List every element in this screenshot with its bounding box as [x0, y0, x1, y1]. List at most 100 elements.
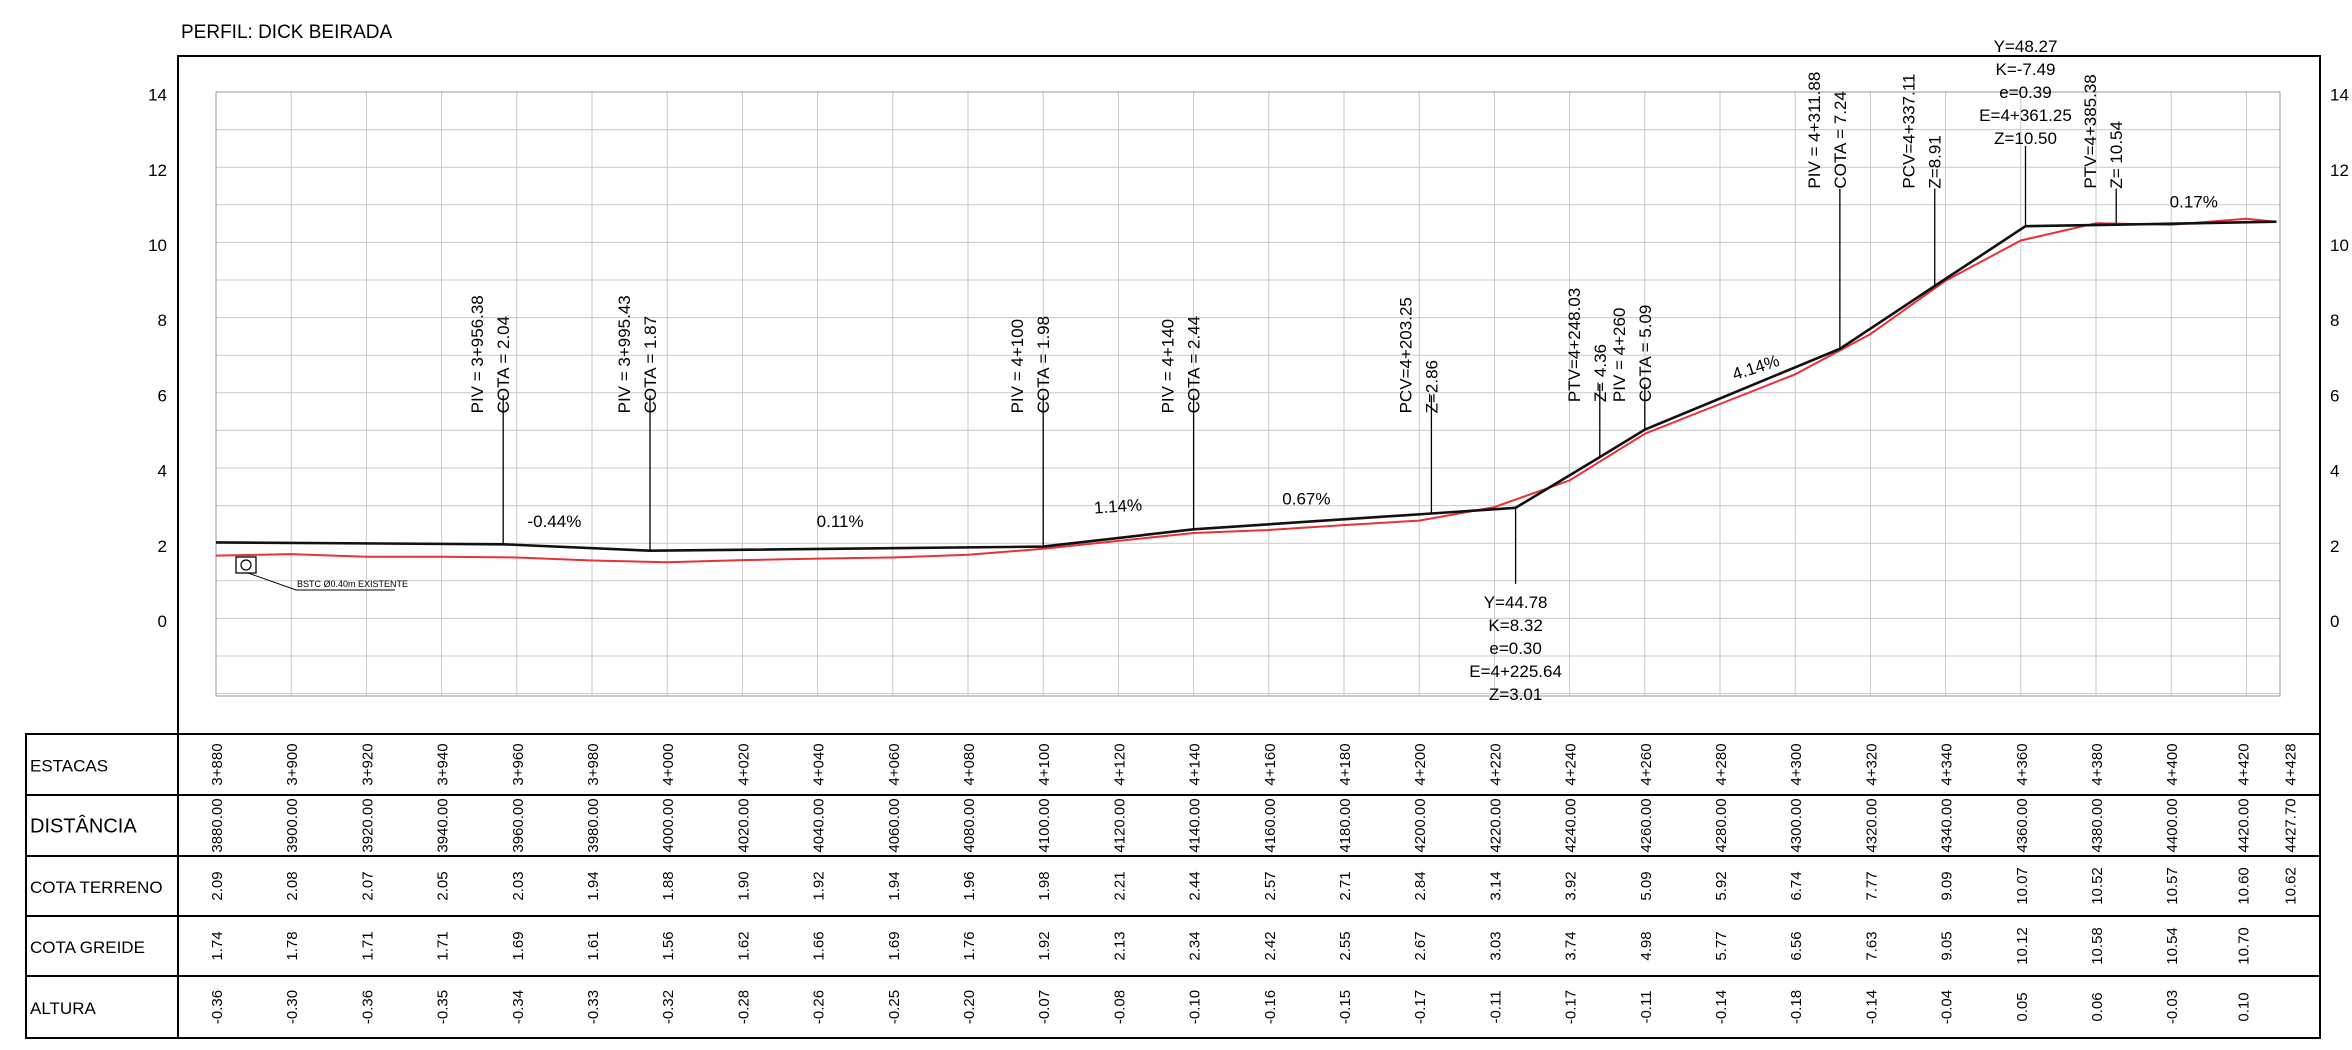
slope-label: 0.67%: [1282, 489, 1330, 508]
table-cell-greide: 1.56: [660, 931, 677, 960]
callout-text: COTA = 2.44: [1185, 316, 1204, 413]
table-cell-terreno: 2.44: [1187, 871, 1204, 900]
table-cell-greide: 10.70: [2235, 927, 2252, 965]
table-cell-greide: 1.74: [209, 931, 226, 960]
elevation-axes: 14 14 12 12 10 10 8 8 6 6 4 4 2 2 0 0: [148, 86, 2349, 631]
table-cell-terreno: 3.92: [1563, 871, 1580, 900]
table-cell-dist: 4400.00: [2164, 798, 2181, 852]
drawing-title: PERFIL: DICK BEIRADA: [181, 22, 392, 43]
table-cell-greide: 3.03: [1487, 931, 1504, 960]
table-cell-dist: 3920.00: [359, 798, 376, 852]
table-cell-dist: 4260.00: [1638, 798, 1655, 852]
table-cell-estaca: 3+880: [209, 743, 226, 785]
table-cell-estaca: 3+900: [284, 743, 301, 785]
table-cell-estaca: 4+020: [735, 743, 752, 785]
table-cell-greide: 2.55: [1337, 931, 1354, 960]
table-cell-estaca: 4+080: [961, 743, 978, 785]
y-tick-label-left: 8: [158, 311, 167, 330]
table-cell-terreno: 3.14: [1487, 871, 1504, 900]
table-cell-dist: 4320.00: [1863, 798, 1880, 852]
table-cell-estaca: 4+000: [660, 743, 677, 785]
table-cell-terreno: 2.09: [209, 871, 226, 900]
table-cell-greide: 4.98: [1638, 931, 1655, 960]
table-cell-greide: 2.13: [1111, 931, 1128, 960]
table-cell-terreno: 10.62: [2282, 867, 2299, 905]
table-cell-dist: 4380.00: [2089, 798, 2106, 852]
table-cell-estaca: 3+960: [510, 743, 527, 785]
table-cell-estaca: 4+260: [1638, 743, 1655, 785]
table-cell-altura: -0.17: [1412, 990, 1429, 1024]
table-cell-estaca: 4+280: [1713, 743, 1730, 785]
culvert-note: BSTC Ø0.40m EXISTENTE: [297, 579, 408, 589]
table-cell-altura: -0.32: [660, 990, 677, 1024]
table-cell-altura: -0.17: [1563, 990, 1580, 1024]
table-cell-greide: 3.74: [1563, 931, 1580, 960]
grade-line: [215, 220, 2277, 553]
callout-text: PIV = 4+140: [1159, 319, 1178, 414]
slope-label: -0.44%: [527, 512, 581, 531]
table-cell-estaca: 4+340: [1939, 743, 1956, 785]
existing-culvert: BSTC Ø0.40m EXISTENTE: [235, 556, 408, 591]
table-cell-altura: -0.11: [1638, 990, 1655, 1023]
y-tick-label-left: 2: [158, 537, 167, 556]
table-cell-estaca: 4+400: [2164, 743, 2181, 785]
table-cell-altura: -0.14: [1863, 990, 1880, 1024]
table-cell-terreno: 1.90: [735, 871, 752, 900]
table-row-label: COTA GREIDE: [30, 938, 145, 957]
table-cell-estaca: 4+360: [2014, 743, 2031, 785]
curve-text: E=4+225.64: [1469, 662, 1562, 681]
table-cell-greide: 1.92: [1036, 931, 1053, 960]
table-cell-terreno: 1.98: [1036, 871, 1053, 900]
table-cell-estaca: 4+100: [1036, 743, 1053, 785]
table-cell-altura: -0.34: [510, 990, 527, 1024]
callout-text: PTV=4+248.03: [1565, 288, 1584, 402]
table-cell-terreno: 1.96: [961, 871, 978, 900]
table-cell-dist: 3960.00: [510, 798, 527, 852]
culvert-pipe: [240, 559, 252, 571]
table-cell-terreno: 2.57: [1262, 871, 1279, 900]
table-cell-dist: 4420.00: [2235, 798, 2252, 852]
table-cell-dist: 4000.00: [660, 798, 677, 852]
table-cell-altura: -0.28: [735, 990, 752, 1024]
y-tick-label-right: 12: [2330, 161, 2349, 180]
table-cell-dist: 4220.00: [1487, 798, 1504, 852]
curve-text: e=0.30: [1489, 639, 1541, 658]
table-cell-altura: 0.06: [2089, 992, 2106, 1021]
culvert-symbol: [235, 556, 257, 574]
table-cell-terreno: 2.08: [284, 871, 301, 900]
table-cell-terreno: 10.60: [2235, 867, 2252, 905]
table-cell-estaca: 4+200: [1412, 743, 1429, 785]
table-cell-altura: 0.05: [2014, 992, 2031, 1021]
table-cell-altura: -0.14: [1713, 990, 1730, 1024]
y-tick-label-right: 6: [2330, 386, 2339, 405]
table-cell-greide: 7.63: [1863, 931, 1880, 960]
table-cell-terreno: 2.07: [359, 871, 376, 900]
table-cell-greide: 1.78: [284, 931, 301, 960]
table-cell-estaca: 4+140: [1187, 743, 1204, 785]
callout-text: PIV = 4+311.88: [1805, 72, 1824, 189]
table-cell-altura: -0.10: [1187, 990, 1204, 1024]
callout-text: Z= 4.36: [1591, 344, 1610, 402]
table-cell-altura: -0.36: [209, 990, 226, 1024]
curve-text: Y=44.78: [1484, 593, 1548, 612]
table-cell-altura: -0.25: [886, 990, 903, 1024]
table-cell-terreno: 5.09: [1638, 871, 1655, 900]
callout-text: PTV=4+385.38: [2081, 74, 2100, 188]
y-tick-label-left: 14: [148, 86, 167, 105]
table-cell-terreno: 6.74: [1788, 871, 1805, 900]
table-cell-estaca: 4+180: [1337, 743, 1354, 785]
callout-text: COTA = 2.04: [494, 316, 513, 413]
slope-label: 0.11%: [817, 512, 864, 531]
table-cell-greide: 6.56: [1788, 931, 1805, 960]
table-cell-dist: 4120.00: [1111, 798, 1128, 852]
table-cell-altura: -0.16: [1262, 990, 1279, 1024]
curve-text: Z=3.01: [1489, 685, 1542, 704]
table-cell-greide: 1.71: [435, 931, 452, 960]
callout-text: Z=2.86: [1422, 360, 1441, 413]
table-cell-dist: 4427.70: [2282, 798, 2299, 852]
table-cell-greide: 1.69: [886, 931, 903, 960]
table-cell-greide: 2.34: [1187, 931, 1204, 960]
table-cell-greide: 1.69: [510, 931, 527, 960]
table-cell-dist: 4020.00: [735, 798, 752, 852]
